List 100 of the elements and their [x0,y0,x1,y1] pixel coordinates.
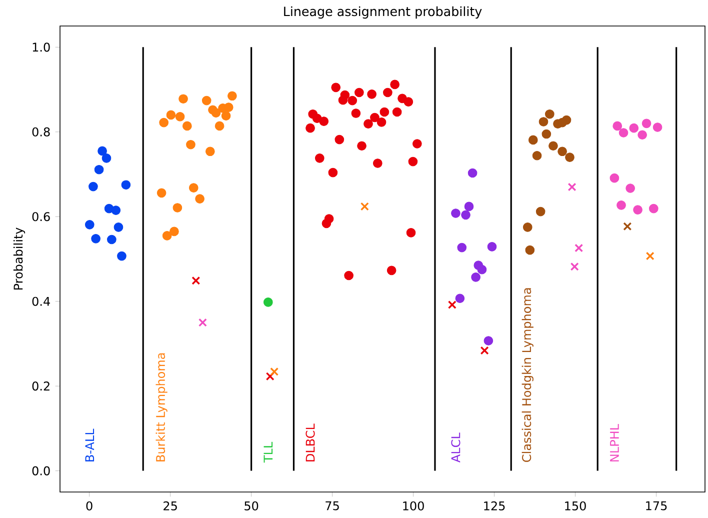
point [202,96,212,106]
y-tick-label: 0.0 [32,466,50,476]
point [205,146,215,156]
point [344,270,354,280]
y-tick-label: 0.4 [32,296,50,306]
point [192,276,200,285]
point [626,184,635,193]
point [565,152,574,162]
point [117,251,126,261]
point [102,153,112,163]
text: B-ALL [85,428,94,462]
point [525,245,535,255]
point [616,200,626,210]
x-tick-label: 0 [86,501,92,510]
point [186,140,196,150]
x-tick-label: 75 [326,501,339,510]
point [372,158,382,168]
point [195,194,204,204]
point [334,134,344,144]
point [558,146,567,156]
point [451,208,460,218]
point [629,123,639,133]
point [370,112,380,122]
point [455,294,465,304]
point [111,206,121,215]
point [638,130,647,140]
point [461,210,470,220]
point [221,111,231,120]
point [548,141,558,151]
point [404,97,414,106]
x-tick-label: 150 [565,501,586,510]
point [170,226,179,236]
y-axis-title: Probability [13,228,26,290]
point [351,108,361,118]
point [574,244,584,252]
point [477,264,487,274]
point [188,183,198,192]
point [618,128,628,138]
point [159,118,169,128]
point [263,298,273,307]
point [538,117,548,126]
point [376,117,386,127]
x-tick-label: 25 [164,501,177,510]
point [166,110,176,120]
point [178,94,188,104]
point [468,168,478,178]
point [471,272,480,282]
point [314,153,324,163]
text: DLBCL [306,424,315,462]
point [214,121,224,131]
point [386,266,396,276]
point [266,372,274,381]
point [98,146,107,156]
point [367,90,376,99]
point [357,141,366,151]
point [198,318,207,327]
text: NLPHL [610,424,619,462]
point [162,231,172,240]
point [536,206,546,216]
point [338,95,348,105]
text: ALCL [451,432,460,462]
point [412,139,422,148]
point [610,173,620,183]
point [383,88,392,98]
text: TLL [264,442,273,463]
y-tick-label: 0.8 [32,127,50,136]
point [331,82,341,92]
point [156,188,166,198]
point [306,123,315,133]
y-tick-label: 1.0 [32,42,50,52]
point [91,234,100,244]
point [172,203,182,212]
text: Burkitt Lymphoma [156,353,168,462]
point [392,107,402,117]
point [522,222,532,232]
point [364,119,373,129]
point [114,222,124,232]
point [642,118,652,128]
point [408,156,418,166]
point [228,91,237,101]
point [211,108,221,118]
point [328,168,338,178]
point [544,109,554,119]
point [542,129,552,139]
point [380,107,390,117]
point [88,182,98,192]
point [457,242,467,252]
point [348,96,358,106]
point [224,102,234,112]
point [558,118,567,128]
point [322,218,332,228]
point [487,242,497,252]
point [528,135,538,145]
point [646,252,654,260]
point [94,164,104,174]
point [464,202,474,212]
x-tick-label: 125 [484,501,505,510]
point [633,205,642,215]
point [354,88,364,98]
point [121,180,131,190]
